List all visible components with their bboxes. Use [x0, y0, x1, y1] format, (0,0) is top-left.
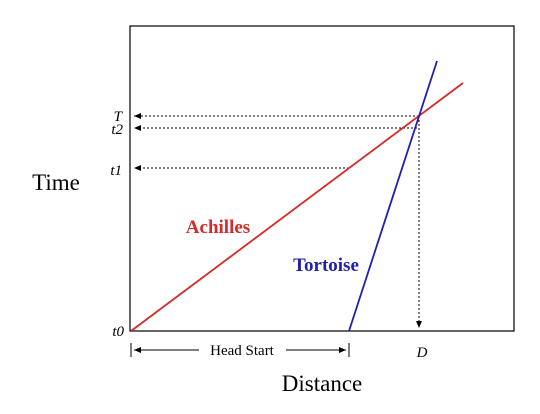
- tortoise-label: Tortoise: [293, 255, 359, 276]
- x-axis-label: Distance: [282, 371, 362, 396]
- achilles-line: [130, 82, 464, 332]
- time-mark: t1: [110, 163, 122, 179]
- tortoise-line: [348, 60, 438, 332]
- distance-mark: D: [416, 345, 428, 361]
- time-mark: t0: [112, 324, 124, 340]
- head-start-label: Head Start: [210, 343, 275, 359]
- y-axis-label: Time: [32, 170, 80, 195]
- achilles-label: Achilles: [186, 217, 250, 238]
- frame: [129, 25, 515, 332]
- time-mark: T: [114, 109, 124, 125]
- time-mark: t2: [111, 122, 123, 138]
